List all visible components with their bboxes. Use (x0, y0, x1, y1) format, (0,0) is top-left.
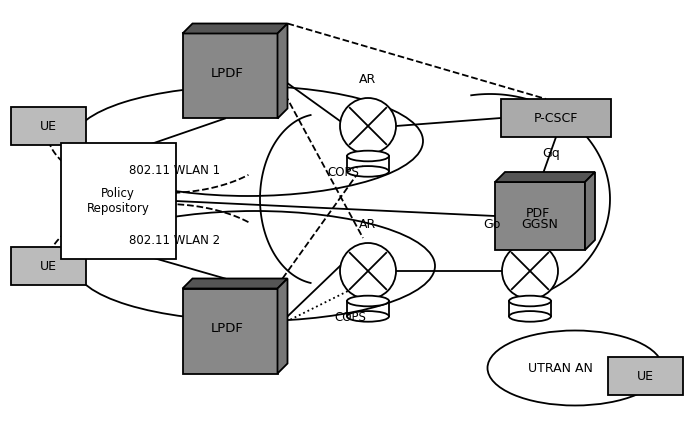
Text: LPDF: LPDF (211, 67, 244, 80)
Ellipse shape (488, 330, 662, 405)
Bar (607, 357, 682, 395)
Text: Gq: Gq (542, 147, 560, 160)
Polygon shape (182, 24, 288, 34)
Text: LPDF: LPDF (211, 322, 244, 335)
Bar (182, 289, 277, 374)
Ellipse shape (347, 296, 389, 307)
Text: P-CSCF: P-CSCF (534, 112, 578, 125)
Text: AR: AR (359, 218, 377, 231)
Text: 802.11 WLAN 2: 802.11 WLAN 2 (130, 235, 221, 248)
Circle shape (340, 243, 396, 299)
Text: AR: AR (359, 73, 377, 86)
Bar (495, 182, 585, 250)
Circle shape (340, 98, 396, 154)
Bar (501, 99, 611, 137)
Polygon shape (277, 279, 288, 374)
Polygon shape (585, 172, 595, 250)
Polygon shape (182, 279, 288, 289)
Ellipse shape (347, 166, 389, 177)
Ellipse shape (347, 311, 389, 322)
Ellipse shape (509, 296, 551, 307)
Ellipse shape (347, 151, 389, 161)
Text: UE: UE (636, 369, 653, 382)
Text: COPS: COPS (327, 166, 359, 179)
Text: Policy
Repository: Policy Repository (86, 187, 150, 215)
Text: 802.11 WLAN 1: 802.11 WLAN 1 (130, 164, 221, 177)
Text: Go: Go (483, 218, 501, 231)
Ellipse shape (509, 311, 551, 322)
Text: COPS: COPS (334, 311, 366, 324)
Text: UTRAN AN: UTRAN AN (528, 361, 593, 375)
Polygon shape (277, 24, 288, 119)
Text: PDF: PDF (525, 207, 550, 220)
Bar (61, 143, 175, 259)
Bar (10, 107, 86, 145)
Circle shape (502, 243, 558, 299)
Text: UE: UE (39, 259, 57, 272)
Bar (182, 34, 277, 119)
Bar (10, 247, 86, 285)
Text: GGSN: GGSN (522, 218, 558, 231)
Polygon shape (495, 172, 595, 182)
Text: UE: UE (39, 119, 57, 133)
